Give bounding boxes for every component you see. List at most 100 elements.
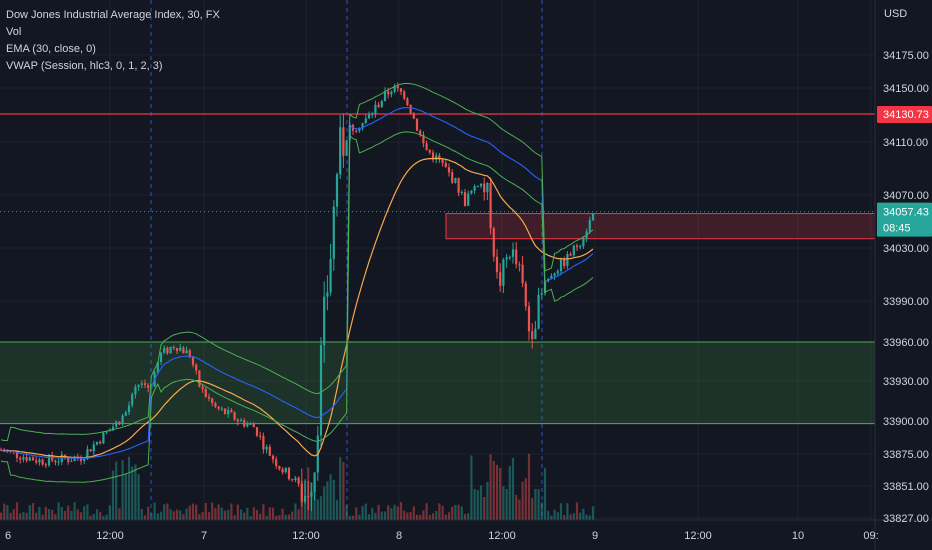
candle-body <box>239 420 243 422</box>
candle-body <box>406 98 409 106</box>
volume-bar <box>383 511 387 520</box>
candle-body <box>457 178 460 193</box>
price-tick-label: 34110.00 <box>883 137 928 149</box>
volume-bar <box>540 502 543 520</box>
legend-vwap[interactable]: VWAP (Session, hlc3, 0, 1, 2, 3) <box>6 60 163 72</box>
candle-body <box>563 259 566 267</box>
volume-bar <box>179 510 182 520</box>
candle-body <box>121 415 124 425</box>
legend-ema[interactable]: EMA (30, close, 0) <box>6 43 96 55</box>
candle-body <box>287 467 291 480</box>
vwap-lower-band <box>0 131 594 483</box>
volume-bar <box>371 507 374 520</box>
candle-body <box>582 238 585 247</box>
volume-bar <box>25 512 28 520</box>
time-tick-label: 12:00 <box>292 530 320 542</box>
candle-body <box>415 118 419 131</box>
volume-bar <box>518 499 521 520</box>
volume-bar <box>479 485 483 520</box>
volume-bar <box>211 502 214 520</box>
volume-bar <box>374 512 377 520</box>
legend-title: Dow Jones Industrial Average Index, 30, … <box>6 9 220 21</box>
volume-bar <box>358 514 361 520</box>
volume-bar <box>127 456 131 520</box>
volume-bar <box>499 467 502 520</box>
candle-body <box>28 457 31 461</box>
candle-body <box>92 444 95 452</box>
volume-bar <box>102 515 105 520</box>
candle-body <box>409 105 412 114</box>
volume-bar <box>406 512 409 520</box>
candle-body <box>342 127 345 156</box>
candle-body <box>143 383 147 385</box>
candle-body <box>41 459 44 465</box>
candle-body <box>131 394 134 406</box>
volume-bar <box>502 486 505 520</box>
price-tick-label: 34175.00 <box>883 50 929 62</box>
volume-bar <box>63 510 67 520</box>
candle-body <box>447 167 451 173</box>
candle-body <box>569 254 572 256</box>
price-tick-label: 33930.00 <box>883 376 929 388</box>
candle-body <box>233 412 236 420</box>
last-price-badge <box>877 202 932 237</box>
candle-body <box>217 406 220 409</box>
candle-body <box>99 441 102 444</box>
volume-bar <box>425 503 428 520</box>
volume-bar <box>387 505 390 520</box>
candle-body <box>278 466 281 470</box>
volume-bar <box>207 512 211 520</box>
volume-bar <box>515 494 518 520</box>
candle-body <box>159 352 163 362</box>
candle-body <box>35 460 38 463</box>
volume-bar <box>313 485 316 520</box>
candle-body <box>115 421 118 427</box>
volume-bar <box>508 466 511 520</box>
price-tick-label: 34150.00 <box>883 83 929 95</box>
volume-bar <box>511 457 515 520</box>
volume-bar <box>12 509 15 520</box>
time-tick-label: 9 <box>592 530 598 542</box>
candle-body <box>371 113 374 115</box>
currency-label: USD <box>884 8 907 20</box>
candle-body <box>204 388 207 397</box>
volume-bar <box>284 514 287 520</box>
candle-body <box>275 459 278 467</box>
volume-bar <box>259 513 262 520</box>
legend-vol[interactable]: Vol <box>6 26 22 38</box>
candle-body <box>566 254 569 267</box>
vwap-line <box>0 107 594 459</box>
candle-body <box>265 446 268 450</box>
volume-bar <box>19 513 22 520</box>
volume-bar <box>524 478 527 520</box>
candle-body <box>182 347 185 354</box>
candle-body <box>332 206 335 259</box>
volume-bar <box>220 507 223 520</box>
candle-body <box>441 159 444 163</box>
volume-bar <box>92 513 95 520</box>
candle-body <box>399 88 403 92</box>
candle-body <box>355 130 358 132</box>
candle-body <box>463 192 467 206</box>
candle-body <box>307 495 310 497</box>
volume-bar <box>89 515 92 520</box>
volume-bar <box>310 482 313 520</box>
volume-bar <box>527 453 531 520</box>
candle-body <box>537 294 540 329</box>
candle-body <box>70 461 73 463</box>
volume-bar <box>198 514 201 520</box>
volume-bar <box>579 512 582 520</box>
price-tick-label: 33851.00 <box>883 481 929 493</box>
candle-body <box>454 178 457 183</box>
volume-bar <box>166 503 169 520</box>
volume-bar <box>297 509 300 520</box>
volume-bar <box>54 514 57 520</box>
candle-body <box>540 293 543 295</box>
volume-bar <box>134 464 137 520</box>
candle-body <box>15 451 19 458</box>
volume-bar <box>412 506 415 520</box>
volume-bar <box>175 509 179 520</box>
candle-body <box>367 114 371 119</box>
